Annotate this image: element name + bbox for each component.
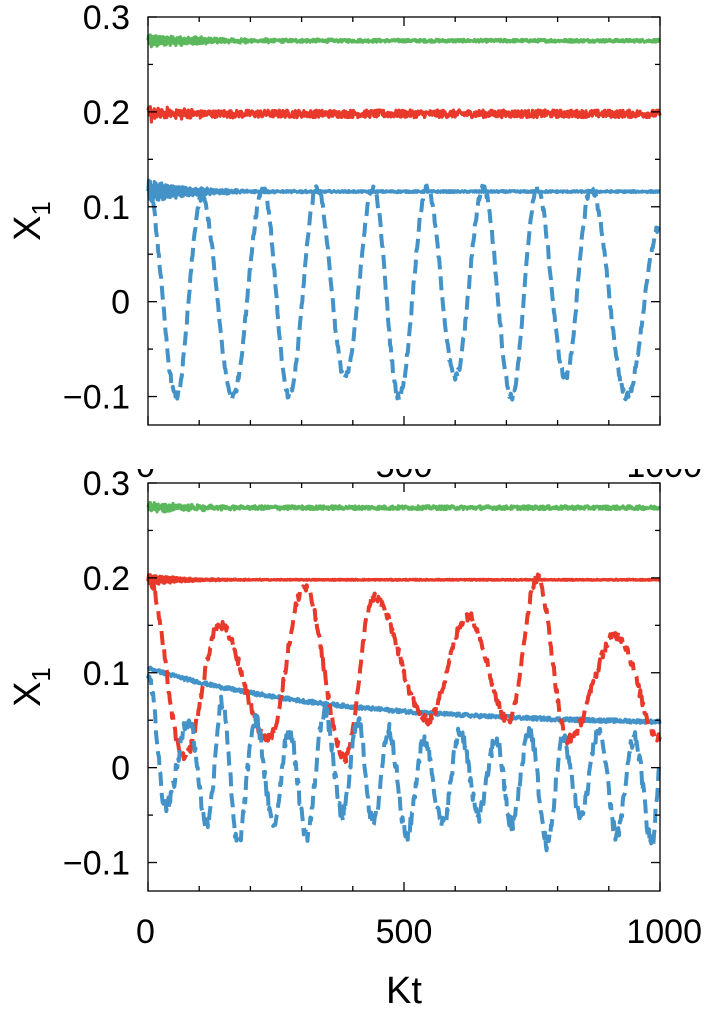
y-axis-label: X1 bbox=[7, 201, 56, 241]
y-tick-label: 0 bbox=[111, 750, 130, 788]
y-tick-label: 0.3 bbox=[83, 465, 130, 503]
series-2-line bbox=[147, 665, 662, 725]
series-0-line bbox=[146, 500, 661, 514]
series-0-line bbox=[146, 33, 662, 49]
y-tick-label: 0.3 bbox=[83, 0, 130, 37]
y-axis-label-main: X bbox=[7, 682, 49, 707]
y-tick-label: 0.1 bbox=[83, 189, 130, 227]
x-axis-label: Kt bbox=[386, 970, 422, 1012]
x-tick-label: 0 bbox=[136, 913, 155, 951]
y-axis-label-subscript: 1 bbox=[26, 201, 56, 215]
y-tick-label: −0.1 bbox=[63, 379, 130, 417]
series-4-line bbox=[146, 674, 662, 853]
y-axis-label: X1 bbox=[7, 667, 56, 707]
y-axis-label-subscript: 1 bbox=[26, 667, 56, 681]
series-1-line bbox=[146, 105, 662, 124]
series-3-line bbox=[146, 182, 662, 402]
panel-gap bbox=[0, 445, 705, 469]
series-1-line bbox=[146, 573, 661, 587]
y-tick-label: 0.1 bbox=[83, 655, 130, 693]
y-axis-label-main: X bbox=[7, 216, 49, 241]
y-tick-label: 0.2 bbox=[83, 94, 130, 132]
y-tick-label: 0.2 bbox=[83, 560, 130, 598]
x-tick-label: 500 bbox=[376, 913, 433, 951]
series-3-line bbox=[146, 572, 662, 764]
x-tick-label: 1000 bbox=[626, 913, 702, 951]
series-2-line bbox=[146, 178, 661, 204]
y-tick-label: 0 bbox=[111, 284, 130, 322]
y-tick-label: −0.1 bbox=[63, 845, 130, 883]
